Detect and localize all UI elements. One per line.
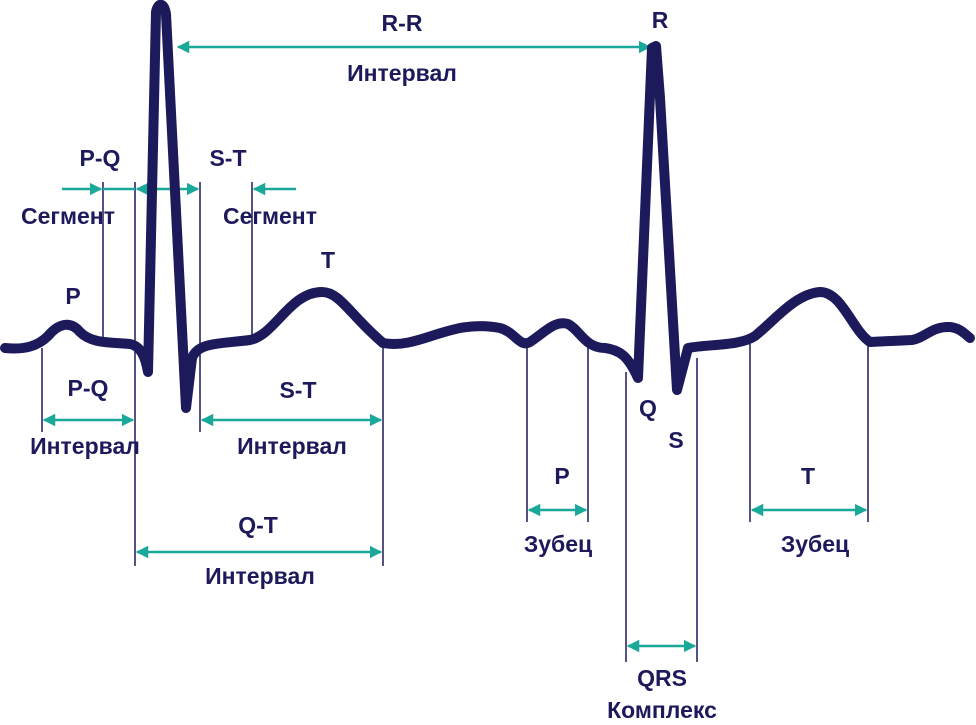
- labels: R-R Интервал R P-Q Сегмент S-T Сегмент T…: [21, 7, 849, 723]
- label: Комплекс: [607, 697, 717, 723]
- label: S: [668, 427, 683, 453]
- label: S-T: [209, 145, 246, 171]
- arrows: [42, 40, 868, 653]
- label: S-T: [279, 377, 316, 403]
- label: Q: [639, 395, 657, 421]
- label: P-Q: [68, 375, 109, 401]
- guide-lines: [41, 182, 869, 662]
- label: Зубец: [781, 531, 849, 557]
- label: R-R: [382, 10, 423, 36]
- label: Сегмент: [21, 203, 115, 229]
- label: T: [321, 247, 335, 273]
- label: P: [554, 463, 569, 489]
- label: Сегмент: [223, 203, 317, 229]
- label: Зубец: [524, 531, 592, 557]
- label: Интервал: [30, 433, 140, 459]
- label: Интервал: [347, 60, 457, 86]
- label: Интервал: [205, 563, 315, 589]
- ecg-trace: [0, 0, 975, 413]
- label: P: [65, 283, 80, 309]
- label: Q-T: [238, 512, 278, 538]
- label: P-Q: [80, 145, 121, 171]
- label: QRS: [637, 665, 687, 691]
- label: R: [652, 7, 669, 33]
- label: T: [801, 463, 815, 489]
- label: Интервал: [237, 433, 347, 459]
